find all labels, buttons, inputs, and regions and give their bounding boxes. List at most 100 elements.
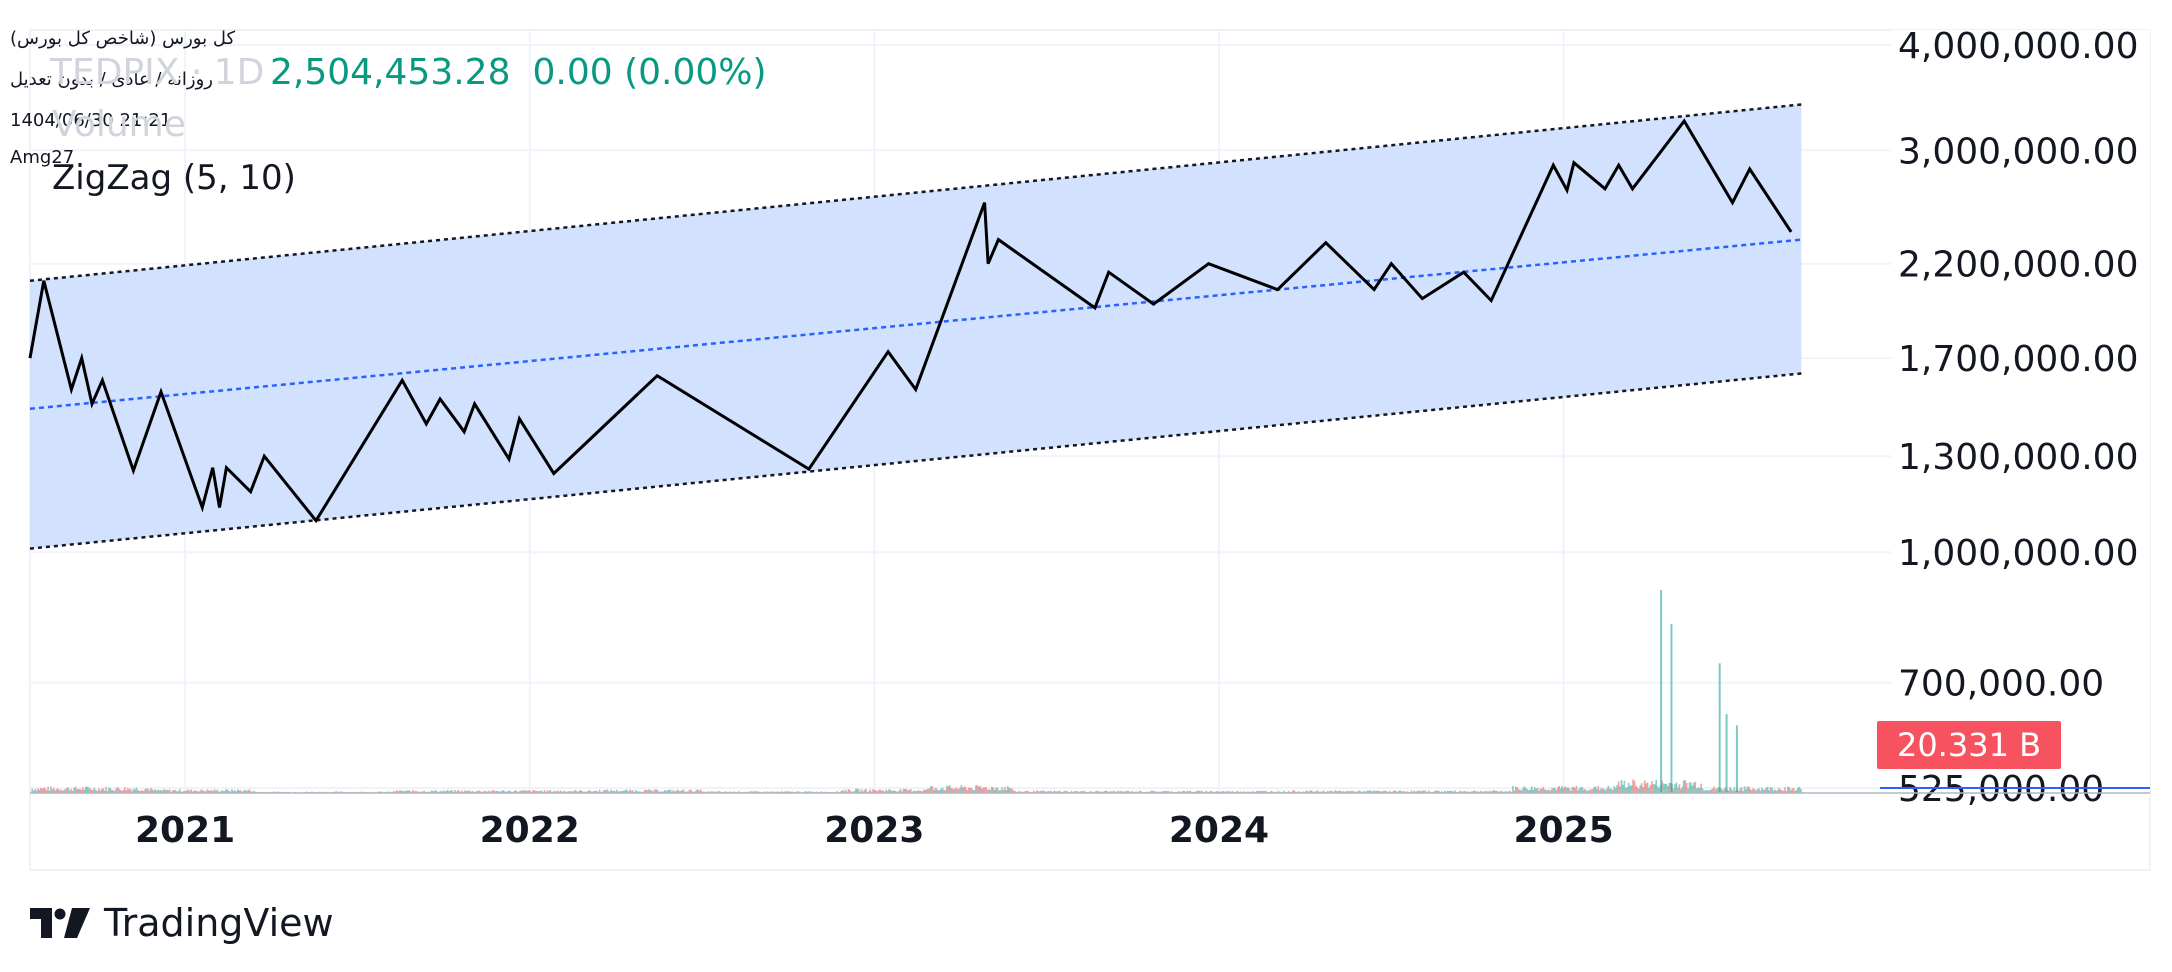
volume-bar (202, 790, 204, 793)
volume-bar (1684, 780, 1686, 793)
volume-bar (914, 791, 916, 793)
volume-bar (682, 789, 685, 793)
volume-bar (482, 791, 485, 793)
volume-bar (173, 790, 175, 793)
volume-bar (1577, 790, 1579, 793)
volume-bar (882, 790, 885, 793)
volume-bar (442, 790, 445, 793)
volume-bar (1623, 780, 1626, 793)
volume-bar (41, 788, 44, 793)
volume-bar (1096, 790, 1099, 793)
volume-bar (1112, 791, 1115, 793)
volume-bar (1567, 787, 1569, 793)
volume-bar (1787, 786, 1789, 793)
volume-bar (1713, 786, 1715, 793)
x-tick-label: 2024 (1169, 810, 1269, 851)
volume-bar (568, 791, 570, 793)
volume-bar (1365, 790, 1368, 793)
volume-bar (1063, 790, 1066, 793)
y-tick-label: 525,000.00 (1898, 769, 2104, 810)
volume-bar (1416, 790, 1419, 793)
volume-bar (791, 791, 793, 793)
volume-bar (616, 789, 618, 793)
volume-bar (393, 791, 395, 793)
volume-bar (995, 787, 997, 793)
volume-bar (1099, 791, 1102, 793)
volume-bar (1057, 791, 1060, 793)
zigzag-series-line (28, 118, 1793, 524)
volume-bar (152, 790, 155, 793)
volume-bar (496, 790, 498, 793)
volume-bar (121, 790, 123, 793)
volume-bar (1564, 786, 1566, 793)
volume-bar (1640, 783, 1643, 793)
volume-bar (843, 791, 845, 793)
volume-bar (650, 790, 653, 793)
volume-bar (1048, 791, 1051, 793)
volume-bar (199, 790, 201, 793)
volume-bar (1410, 790, 1413, 793)
volume-bar (707, 791, 709, 793)
volume-bar (1528, 790, 1530, 793)
volume-bar (1620, 779, 1623, 793)
tradingview-logo[interactable]: TradingView (30, 898, 334, 948)
volume-bar (626, 789, 628, 793)
volume-bar (1759, 790, 1762, 793)
volume-bar (1642, 787, 1644, 793)
volume-bar (1070, 790, 1073, 793)
volume-bar (1632, 779, 1634, 793)
volume-bar (1342, 791, 1345, 793)
volume-bar (1458, 791, 1461, 793)
volume-bar (1775, 790, 1778, 793)
x-tick-label: 2023 (824, 810, 924, 851)
volume-bar (147, 788, 149, 793)
price-axis-background (1891, 30, 2150, 797)
volume-bar (430, 790, 433, 793)
volume-bar (1338, 790, 1341, 793)
volume-bar (950, 788, 953, 793)
volume-bar (1460, 790, 1462, 793)
volume-bar (655, 789, 657, 793)
volume-bar (579, 790, 582, 793)
volume-bar (186, 790, 188, 793)
volume-bar (412, 789, 414, 793)
volume-bar (1271, 791, 1274, 793)
volume-bar (1636, 787, 1639, 793)
volume-bar (1658, 788, 1660, 793)
volume-bar (1161, 791, 1164, 793)
volume-bar (598, 789, 601, 793)
volume-bar (1763, 789, 1766, 793)
volume-bar (406, 790, 408, 793)
volume-bar (1054, 791, 1057, 793)
volume-bar (1794, 790, 1796, 793)
volume-bar (456, 790, 459, 793)
volume-bar (1251, 791, 1254, 793)
volume-bar (1795, 789, 1798, 793)
volume-bar (1693, 782, 1695, 793)
volume-bar (537, 791, 540, 793)
y-tick-label: 1,300,000.00 (1898, 437, 2138, 478)
volume-bar (1548, 789, 1550, 793)
volume-bar (1357, 791, 1359, 793)
volume-bar (695, 789, 698, 793)
volume-bar (1733, 787, 1736, 793)
volume-bar (226, 789, 229, 793)
volume-bar (1662, 783, 1665, 793)
volume-bar (484, 790, 487, 793)
volume-bar (1177, 791, 1180, 793)
volume-bar (1221, 791, 1223, 793)
volume-bar (1009, 788, 1012, 793)
volume-bar (1260, 790, 1262, 793)
volume-bar (422, 791, 424, 793)
volume-bar (1519, 789, 1521, 793)
volume-bar (1749, 788, 1752, 793)
volume-bar (500, 791, 502, 793)
volume-bar (45, 790, 48, 793)
volume-bar (220, 790, 223, 793)
volume-bar (1360, 791, 1362, 793)
price-change: 0.00 (0.00%) (532, 52, 767, 93)
volume-bar (865, 788, 867, 793)
volume-bar (592, 791, 595, 793)
volume-bar (1283, 790, 1286, 793)
